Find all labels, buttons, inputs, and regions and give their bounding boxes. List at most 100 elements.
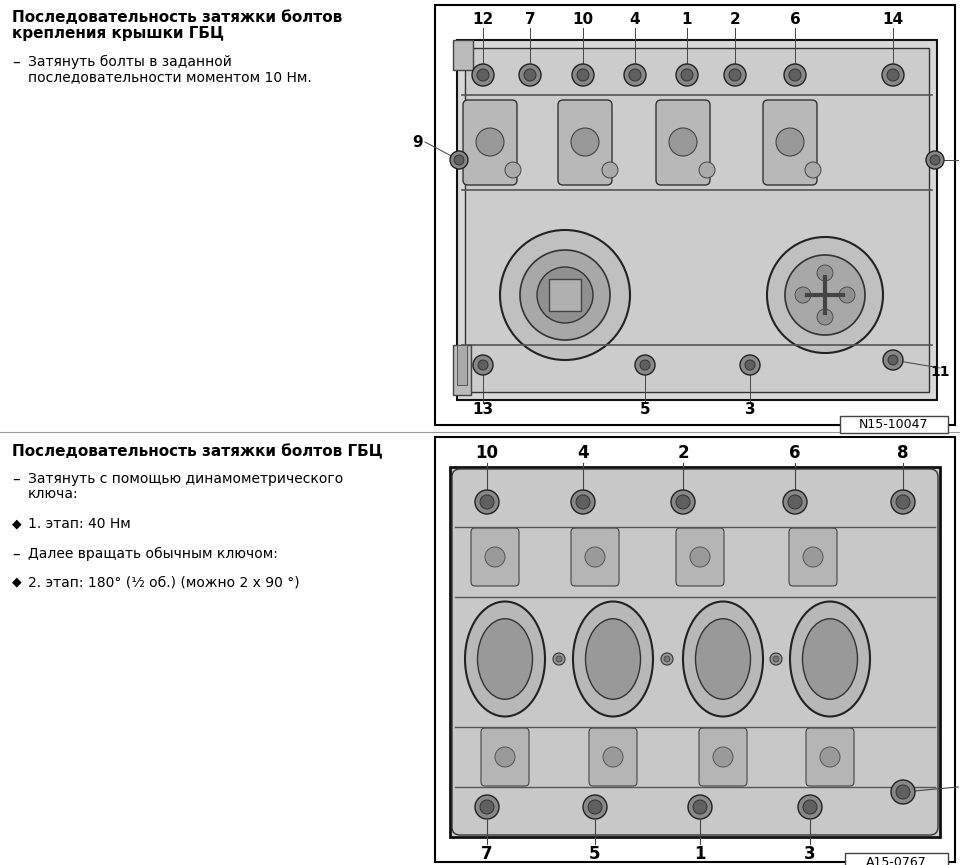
Circle shape xyxy=(472,64,494,86)
Circle shape xyxy=(473,355,493,375)
Text: Затянуть с помощью динамометрического: Затянуть с помощью динамометрического xyxy=(28,472,344,486)
Circle shape xyxy=(729,69,741,81)
Text: N15-10047: N15-10047 xyxy=(859,419,928,432)
Text: –: – xyxy=(12,547,19,562)
Circle shape xyxy=(693,800,707,814)
Circle shape xyxy=(475,490,499,514)
Ellipse shape xyxy=(803,618,857,699)
Bar xyxy=(549,279,581,311)
Circle shape xyxy=(553,653,565,665)
Text: 1. этап: 40 Нм: 1. этап: 40 Нм xyxy=(28,517,131,531)
Text: 4: 4 xyxy=(630,12,640,28)
Circle shape xyxy=(785,255,865,335)
Text: 5: 5 xyxy=(589,845,601,863)
Circle shape xyxy=(572,64,594,86)
Circle shape xyxy=(635,355,655,375)
Circle shape xyxy=(773,656,779,662)
Text: 2. этап: 180° (¹⁄₂ об.) (можно 2 х 90 °): 2. этап: 180° (¹⁄₂ об.) (можно 2 х 90 °) xyxy=(28,575,300,589)
Circle shape xyxy=(839,287,855,303)
Circle shape xyxy=(788,495,802,509)
Bar xyxy=(453,40,473,70)
Text: Затянуть болты в заданной: Затянуть болты в заданной xyxy=(28,55,232,69)
Circle shape xyxy=(926,151,944,169)
Circle shape xyxy=(603,747,623,767)
Circle shape xyxy=(681,69,693,81)
Circle shape xyxy=(480,800,494,814)
Circle shape xyxy=(661,653,673,665)
Circle shape xyxy=(477,69,489,81)
Circle shape xyxy=(817,265,833,281)
Circle shape xyxy=(478,360,488,370)
Circle shape xyxy=(505,162,521,178)
Circle shape xyxy=(783,490,807,514)
Circle shape xyxy=(740,355,760,375)
Circle shape xyxy=(784,64,806,86)
Bar xyxy=(457,345,467,385)
Text: 2: 2 xyxy=(730,12,740,28)
Text: 7: 7 xyxy=(525,12,536,28)
Circle shape xyxy=(798,795,822,819)
Text: Последовательность затяжки болтов: Последовательность затяжки болтов xyxy=(12,10,343,25)
Circle shape xyxy=(713,747,733,767)
Circle shape xyxy=(817,309,833,325)
FancyBboxPatch shape xyxy=(481,728,529,786)
Bar xyxy=(435,5,955,425)
Circle shape xyxy=(805,162,821,178)
Circle shape xyxy=(776,128,804,156)
Circle shape xyxy=(882,64,904,86)
Circle shape xyxy=(583,795,607,819)
Circle shape xyxy=(588,800,602,814)
Circle shape xyxy=(450,151,468,169)
Text: 14: 14 xyxy=(882,12,903,28)
Circle shape xyxy=(883,350,903,370)
Ellipse shape xyxy=(586,618,640,699)
Ellipse shape xyxy=(790,601,870,716)
Circle shape xyxy=(891,490,915,514)
Circle shape xyxy=(676,495,690,509)
Circle shape xyxy=(576,495,590,509)
Ellipse shape xyxy=(573,601,653,716)
FancyBboxPatch shape xyxy=(471,528,519,586)
Bar xyxy=(450,467,940,837)
Circle shape xyxy=(669,128,697,156)
Bar xyxy=(453,345,471,395)
Circle shape xyxy=(520,250,610,340)
Text: крепления крышки ГБЦ: крепления крышки ГБЦ xyxy=(12,26,224,41)
Circle shape xyxy=(767,237,883,353)
Text: 6: 6 xyxy=(790,12,801,28)
Circle shape xyxy=(640,360,650,370)
Bar xyxy=(457,40,937,400)
Text: 8: 8 xyxy=(898,444,909,462)
Text: 9: 9 xyxy=(413,135,423,150)
Ellipse shape xyxy=(683,601,763,716)
Circle shape xyxy=(524,69,536,81)
Circle shape xyxy=(930,155,940,165)
Circle shape xyxy=(688,795,712,819)
Text: ◆: ◆ xyxy=(12,575,22,588)
Bar xyxy=(845,853,948,865)
Bar xyxy=(435,437,955,862)
Text: последовательности моментом 10 Нм.: последовательности моментом 10 Нм. xyxy=(28,70,312,84)
Bar xyxy=(840,416,948,433)
Bar xyxy=(465,48,929,392)
Circle shape xyxy=(671,490,695,514)
Circle shape xyxy=(495,747,515,767)
Ellipse shape xyxy=(477,618,533,699)
Text: A15-0767: A15-0767 xyxy=(866,855,926,865)
FancyBboxPatch shape xyxy=(571,528,619,586)
Text: 10: 10 xyxy=(475,444,498,462)
Ellipse shape xyxy=(695,618,751,699)
Text: 10: 10 xyxy=(572,12,593,28)
Circle shape xyxy=(699,162,715,178)
FancyBboxPatch shape xyxy=(558,100,612,185)
Circle shape xyxy=(803,547,823,567)
Circle shape xyxy=(602,162,618,178)
Circle shape xyxy=(690,547,710,567)
Circle shape xyxy=(888,355,898,365)
Circle shape xyxy=(485,547,505,567)
FancyBboxPatch shape xyxy=(806,728,854,786)
Text: Последовательность затяжки болтов ГБЦ: Последовательность затяжки болтов ГБЦ xyxy=(12,444,383,459)
Circle shape xyxy=(537,267,593,323)
Circle shape xyxy=(789,69,801,81)
Circle shape xyxy=(891,780,915,804)
